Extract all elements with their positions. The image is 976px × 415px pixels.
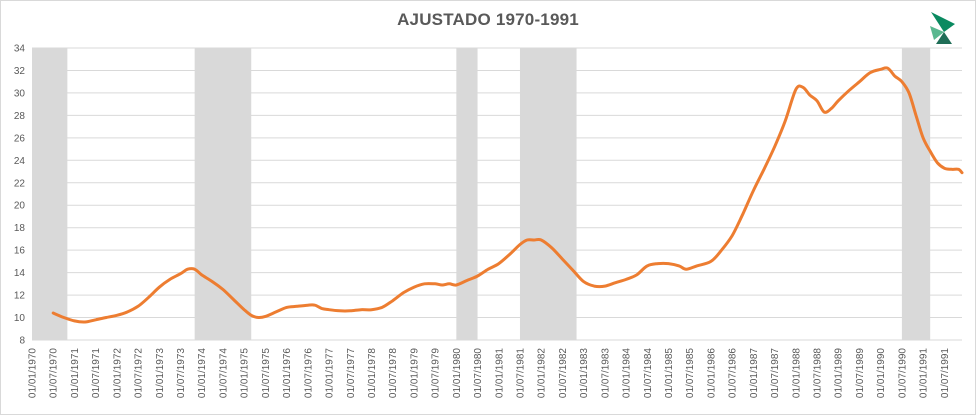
series-line-1	[51, 66, 964, 324]
x-tick-label: 01/01/1977	[325, 348, 336, 398]
x-tick-label: 01/07/1990	[897, 348, 908, 398]
x-tick-label: 01/01/1971	[70, 348, 81, 398]
y-tick-label: 22	[14, 178, 26, 189]
x-tick-label: 01/07/1976	[303, 348, 314, 398]
chart-title: AJUSTADO 1970-1991	[397, 10, 579, 29]
series-group	[51, 66, 964, 324]
x-tick-label: 01/01/1980	[452, 348, 463, 398]
y-tick-label: 18	[14, 223, 26, 234]
y-tick-label: 34	[14, 44, 26, 55]
x-tick-label: 01/01/1976	[282, 348, 293, 398]
y-tick-label: 30	[14, 88, 26, 99]
x-tick-label: 01/01/1988	[791, 348, 802, 398]
x-tick-label: 01/01/1985	[664, 348, 675, 398]
x-tick-label: 01/07/1984	[643, 348, 654, 398]
x-tick-label: 01/07/1972	[134, 348, 145, 398]
y-tick-label: 24	[14, 156, 26, 167]
x-tick-label: 01/01/1981	[494, 348, 505, 398]
x-tick-label: 01/01/1970	[28, 348, 39, 398]
x-tick-label: 01/01/1991	[919, 348, 930, 398]
x-tick-label: 01/01/1979	[409, 348, 420, 398]
x-tick-label: 01/07/1982	[558, 348, 569, 398]
gridlines	[32, 47, 962, 341]
y-tick-label: 8	[19, 336, 25, 347]
x-tick-label: 01/07/1971	[91, 348, 102, 398]
x-tick-label: 01/07/1978	[388, 348, 399, 398]
x-tick-label: 01/07/1979	[431, 348, 442, 398]
x-axis-ticks: 01/01/1970 01/07/1970 01/01/1971 01/07/1971…	[28, 348, 951, 398]
x-tick-label: 01/07/1988	[813, 348, 824, 398]
x-tick-label: 01/07/1986	[728, 348, 739, 398]
x-tick-label: 01/01/1984	[622, 348, 633, 398]
x-tick-label: 01/01/1974	[197, 348, 208, 398]
shaded-period-1	[32, 48, 68, 340]
x-tick-label: 01/01/1982	[537, 348, 548, 398]
logo-shape-left	[930, 26, 944, 40]
y-tick-label: 16	[14, 246, 26, 257]
x-tick-label: 01/01/1990	[876, 348, 887, 398]
logo-shape-bottom	[936, 32, 952, 44]
x-tick-label: 01/07/1983	[600, 348, 611, 398]
x-tick-label: 01/07/1981	[515, 348, 526, 398]
shaded-period-3	[456, 48, 478, 340]
x-tick-label: 01/01/1975	[240, 348, 251, 398]
x-tick-label: 01/01/1978	[367, 348, 378, 398]
shaded-period-4	[519, 48, 577, 340]
brand-logo	[930, 12, 955, 44]
x-tick-label: 01/01/1989	[834, 348, 845, 398]
x-tick-label: 01/07/1977	[346, 348, 357, 398]
y-axis-ticks: 8 10 12 14 16 18 20 22 24 26 28 30 32 34	[14, 44, 26, 347]
x-tick-label: 01/07/1987	[770, 348, 781, 398]
logo-shape-top	[931, 12, 955, 32]
y-tick-label: 32	[14, 66, 26, 77]
x-tick-label: 01/07/1973	[176, 348, 187, 398]
x-tick-label: 01/07/1989	[855, 348, 866, 398]
x-tick-label: 01/01/1986	[706, 348, 717, 398]
shaded-period-5	[901, 48, 931, 340]
x-tick-label: 01/07/1974	[218, 348, 229, 398]
x-tick-label: 01/01/1972	[112, 348, 123, 398]
x-tick-label: 01/01/1983	[579, 348, 590, 398]
y-tick-label: 20	[14, 201, 26, 212]
shaded-periods	[32, 48, 931, 340]
x-tick-label: 01/01/1973	[155, 348, 166, 398]
x-tick-label: 01/07/1991	[940, 348, 951, 398]
x-tick-label: 01/07/1985	[685, 348, 696, 398]
y-tick-label: 12	[14, 291, 26, 302]
y-tick-label: 28	[14, 111, 26, 122]
x-tick-label: 01/07/1970	[49, 348, 60, 398]
x-tick-label: 01/01/1987	[749, 348, 760, 398]
shaded-period-2	[194, 48, 252, 340]
y-tick-label: 14	[14, 268, 26, 279]
x-tick-label: 01/07/1980	[473, 348, 484, 398]
x-tick-label: 01/07/1975	[261, 348, 272, 398]
y-tick-label: 26	[14, 133, 26, 144]
y-tick-label: 10	[14, 313, 26, 324]
